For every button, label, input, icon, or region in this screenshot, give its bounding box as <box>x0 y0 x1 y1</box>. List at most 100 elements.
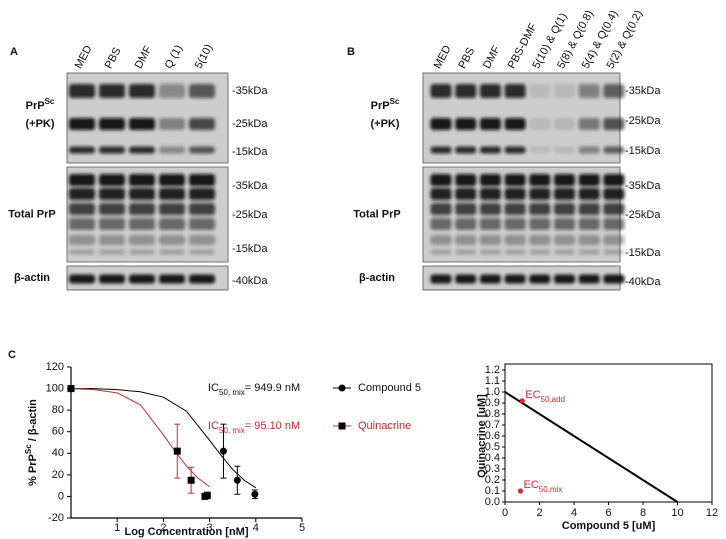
band <box>69 235 95 245</box>
band <box>69 146 95 154</box>
x-tick-label: 0 <box>502 507 508 519</box>
band <box>504 218 526 230</box>
x-tick-label: 10 <box>671 507 683 519</box>
band <box>99 274 125 284</box>
y-tick-label: -20 <box>48 512 64 524</box>
band <box>455 84 477 98</box>
x-tick-label: 4 <box>571 507 577 519</box>
band <box>455 218 477 230</box>
panel-label: A <box>10 46 18 58</box>
y-tick-label: 120 <box>46 361 64 373</box>
band <box>529 146 551 154</box>
band <box>129 249 155 255</box>
band <box>554 118 575 130</box>
band <box>504 235 526 245</box>
band <box>603 203 625 215</box>
band <box>129 188 155 200</box>
band <box>479 218 501 230</box>
x-tick-label: 12 <box>706 507 718 519</box>
y-tick-label: 20 <box>52 469 64 481</box>
point <box>67 385 75 393</box>
fit-curve <box>70 388 210 488</box>
lane-label: PBS <box>456 46 477 71</box>
band <box>603 146 625 154</box>
band <box>430 274 452 284</box>
ic50-annotation-part: 50, mix <box>219 426 245 435</box>
lane-label: PBS <box>103 46 124 71</box>
band <box>529 84 551 98</box>
band <box>455 188 477 200</box>
band <box>603 118 625 130</box>
band <box>554 218 575 230</box>
band <box>159 118 185 130</box>
band <box>129 274 155 284</box>
blot-bands <box>430 174 625 255</box>
band <box>479 203 501 215</box>
lane-label: Q (1) <box>163 43 185 71</box>
band <box>189 249 215 255</box>
band <box>69 174 95 186</box>
y-tick-label: 40 <box>52 447 64 459</box>
band <box>529 188 551 200</box>
band <box>479 118 501 130</box>
row-label-part: PrP <box>371 100 390 112</box>
band <box>159 174 185 186</box>
legend-marker <box>338 422 346 430</box>
band <box>529 249 551 255</box>
ic50-annotation-part: = 949.9 nM <box>245 382 300 394</box>
y-tick-label: 0.1 <box>485 485 500 497</box>
band <box>159 218 185 230</box>
band <box>99 174 125 186</box>
band <box>504 118 526 130</box>
band <box>69 118 95 130</box>
band <box>455 249 477 255</box>
x-tick-label: 4 <box>253 522 259 534</box>
band <box>129 235 155 245</box>
band <box>603 274 625 284</box>
band <box>479 84 501 98</box>
size-marker: -15kDa <box>232 146 268 158</box>
size-marker: -25kDa <box>232 118 268 130</box>
band <box>603 174 625 186</box>
band <box>69 218 95 230</box>
y-tick-label: 60 <box>52 426 64 438</box>
x-axis-label: Compound 5 [uM] <box>562 520 656 532</box>
band <box>430 218 452 230</box>
point <box>173 447 181 455</box>
point-label: EC50,mix <box>524 479 563 494</box>
band <box>99 203 125 215</box>
y-tick-label: 1.1 <box>485 375 500 387</box>
band <box>479 188 501 200</box>
additivity-line <box>504 391 679 503</box>
band <box>603 235 625 245</box>
band <box>69 188 95 200</box>
row-label: Total PrP <box>353 208 400 220</box>
y-tick-label: 0.5 <box>485 441 500 453</box>
band <box>554 203 575 215</box>
y-tick-label: 1.0 <box>485 386 500 398</box>
band <box>504 146 526 154</box>
x-tick-label: 2 <box>536 507 542 519</box>
band <box>479 146 501 154</box>
band <box>529 218 551 230</box>
panel-label: C <box>8 349 16 361</box>
band <box>430 249 452 255</box>
row-label-part: PrP <box>26 100 45 112</box>
band <box>554 84 575 98</box>
y-axis-label: Quinacrine [uM] <box>476 394 488 478</box>
y-tick-label: 1.2 <box>485 364 500 376</box>
band <box>129 218 155 230</box>
y-tick-label: 0.4 <box>485 452 500 464</box>
band <box>430 203 452 215</box>
y-tick-label: 100 <box>46 382 64 394</box>
band <box>554 188 575 200</box>
legend-label: Compound 5 <box>358 382 421 394</box>
ic50-annotation: IC50, mix= 95.10 nM <box>208 420 300 435</box>
band <box>99 249 125 255</box>
y-tick-label: 0 <box>58 490 64 502</box>
size-marker: -40kDa <box>625 276 661 288</box>
y-tick-label: 0.8 <box>485 408 500 420</box>
size-marker: -25kDa <box>232 209 268 221</box>
band <box>129 84 155 98</box>
